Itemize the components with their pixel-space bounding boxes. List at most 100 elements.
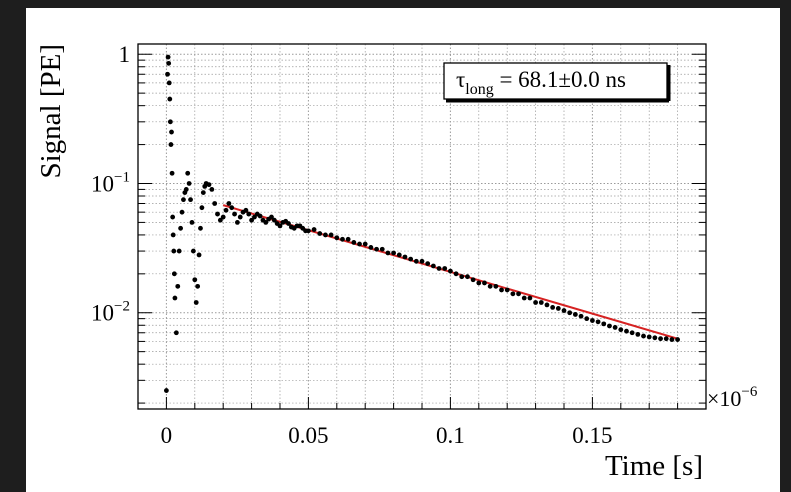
data-point [195, 283, 201, 289]
data-point [196, 252, 202, 258]
data-point [252, 214, 257, 220]
x-exponent-label: ×10−6 [707, 384, 758, 411]
data-point [286, 221, 291, 226]
y-tick-label: 1 [119, 42, 131, 67]
data-point [229, 205, 235, 211]
data-point [237, 214, 243, 220]
data-point [334, 235, 340, 241]
y-tick-label: 10−2 [91, 299, 130, 326]
data-point [402, 254, 408, 260]
data-point [607, 323, 612, 329]
data-point [578, 313, 584, 319]
data-point [173, 330, 179, 336]
data-point [590, 318, 595, 323]
data-point [567, 310, 573, 316]
data-point [269, 214, 274, 220]
data-point [235, 219, 240, 225]
y-axis-label: Signal [PE] [35, 44, 67, 179]
data-point [430, 263, 436, 269]
data-point [169, 129, 174, 135]
data-point [340, 236, 345, 242]
data-point [183, 187, 189, 192]
data-point [499, 287, 504, 293]
data-point [170, 232, 176, 238]
data-point [351, 240, 357, 245]
data-point [357, 241, 362, 247]
data-point [171, 271, 177, 277]
data-point [243, 207, 249, 213]
data-point [165, 71, 170, 77]
data-point [521, 295, 527, 301]
data-point [232, 211, 237, 217]
data-point [663, 336, 669, 342]
data-points [164, 54, 680, 393]
data-point [246, 211, 252, 217]
data-point [317, 231, 323, 236]
data-point [669, 337, 675, 342]
data-point [385, 250, 391, 256]
data-point [217, 217, 223, 223]
data-point [675, 337, 680, 342]
data-point [652, 335, 658, 341]
data-point [482, 280, 487, 286]
data-point [328, 232, 334, 238]
data-point [166, 80, 172, 86]
data-point [391, 250, 396, 256]
x-axis-label: Time [s] [605, 450, 703, 482]
data-point [555, 306, 561, 311]
data-point [306, 228, 311, 234]
data-point [209, 187, 215, 192]
data-point [206, 182, 212, 188]
data-point [635, 331, 641, 337]
data-point [459, 274, 465, 280]
data-point [561, 308, 567, 313]
data-point [612, 325, 618, 330]
signal-decay-chart: 0 0.05 0.1 0.15 1 10−1 10−2 ×10−6 Time [s] Si… [35, 42, 758, 482]
data-point [419, 258, 425, 264]
tau-symbol: τ [456, 67, 465, 92]
grid-lines [138, 44, 706, 409]
data-point [624, 328, 629, 334]
data-point [476, 280, 482, 286]
data-point [190, 248, 196, 254]
data-point [493, 283, 499, 289]
x-tick-label: 0 [161, 423, 173, 448]
data-point [323, 232, 328, 238]
data-point [379, 246, 385, 252]
data-point [595, 319, 601, 325]
data-point [185, 170, 191, 176]
x-tick-label: 0.1 [436, 423, 465, 448]
data-point [550, 304, 556, 310]
x-exponent-power: −6 [741, 384, 757, 400]
data-point [176, 248, 182, 254]
data-point [436, 266, 442, 271]
data-point [510, 291, 516, 297]
data-point [629, 330, 635, 336]
data-point [487, 283, 493, 289]
data-point [516, 291, 521, 297]
data-point [448, 268, 453, 274]
data-point [212, 201, 218, 206]
data-point [618, 327, 624, 333]
data-point [572, 312, 578, 317]
data-point [271, 217, 277, 223]
data-point [220, 214, 226, 220]
data-point [408, 256, 414, 262]
data-point [199, 205, 205, 211]
data-point [311, 227, 317, 232]
data-point [425, 261, 431, 266]
data-point [181, 197, 186, 203]
annotation-text: τlong = 68.1±0.0 ns [456, 67, 626, 98]
data-point [413, 258, 419, 264]
data-point [601, 321, 607, 327]
data-point [200, 190, 206, 196]
data-point [465, 274, 470, 280]
data-point [362, 241, 368, 247]
data-point [186, 181, 192, 186]
chart-frame: 0 0.05 0.1 0.15 1 10−1 10−2 ×10−6 Time [s] Si… [26, 8, 780, 492]
data-point [527, 295, 533, 301]
data-point [442, 266, 448, 271]
data-point [277, 223, 283, 229]
data-point [396, 252, 402, 258]
data-point [172, 295, 178, 301]
